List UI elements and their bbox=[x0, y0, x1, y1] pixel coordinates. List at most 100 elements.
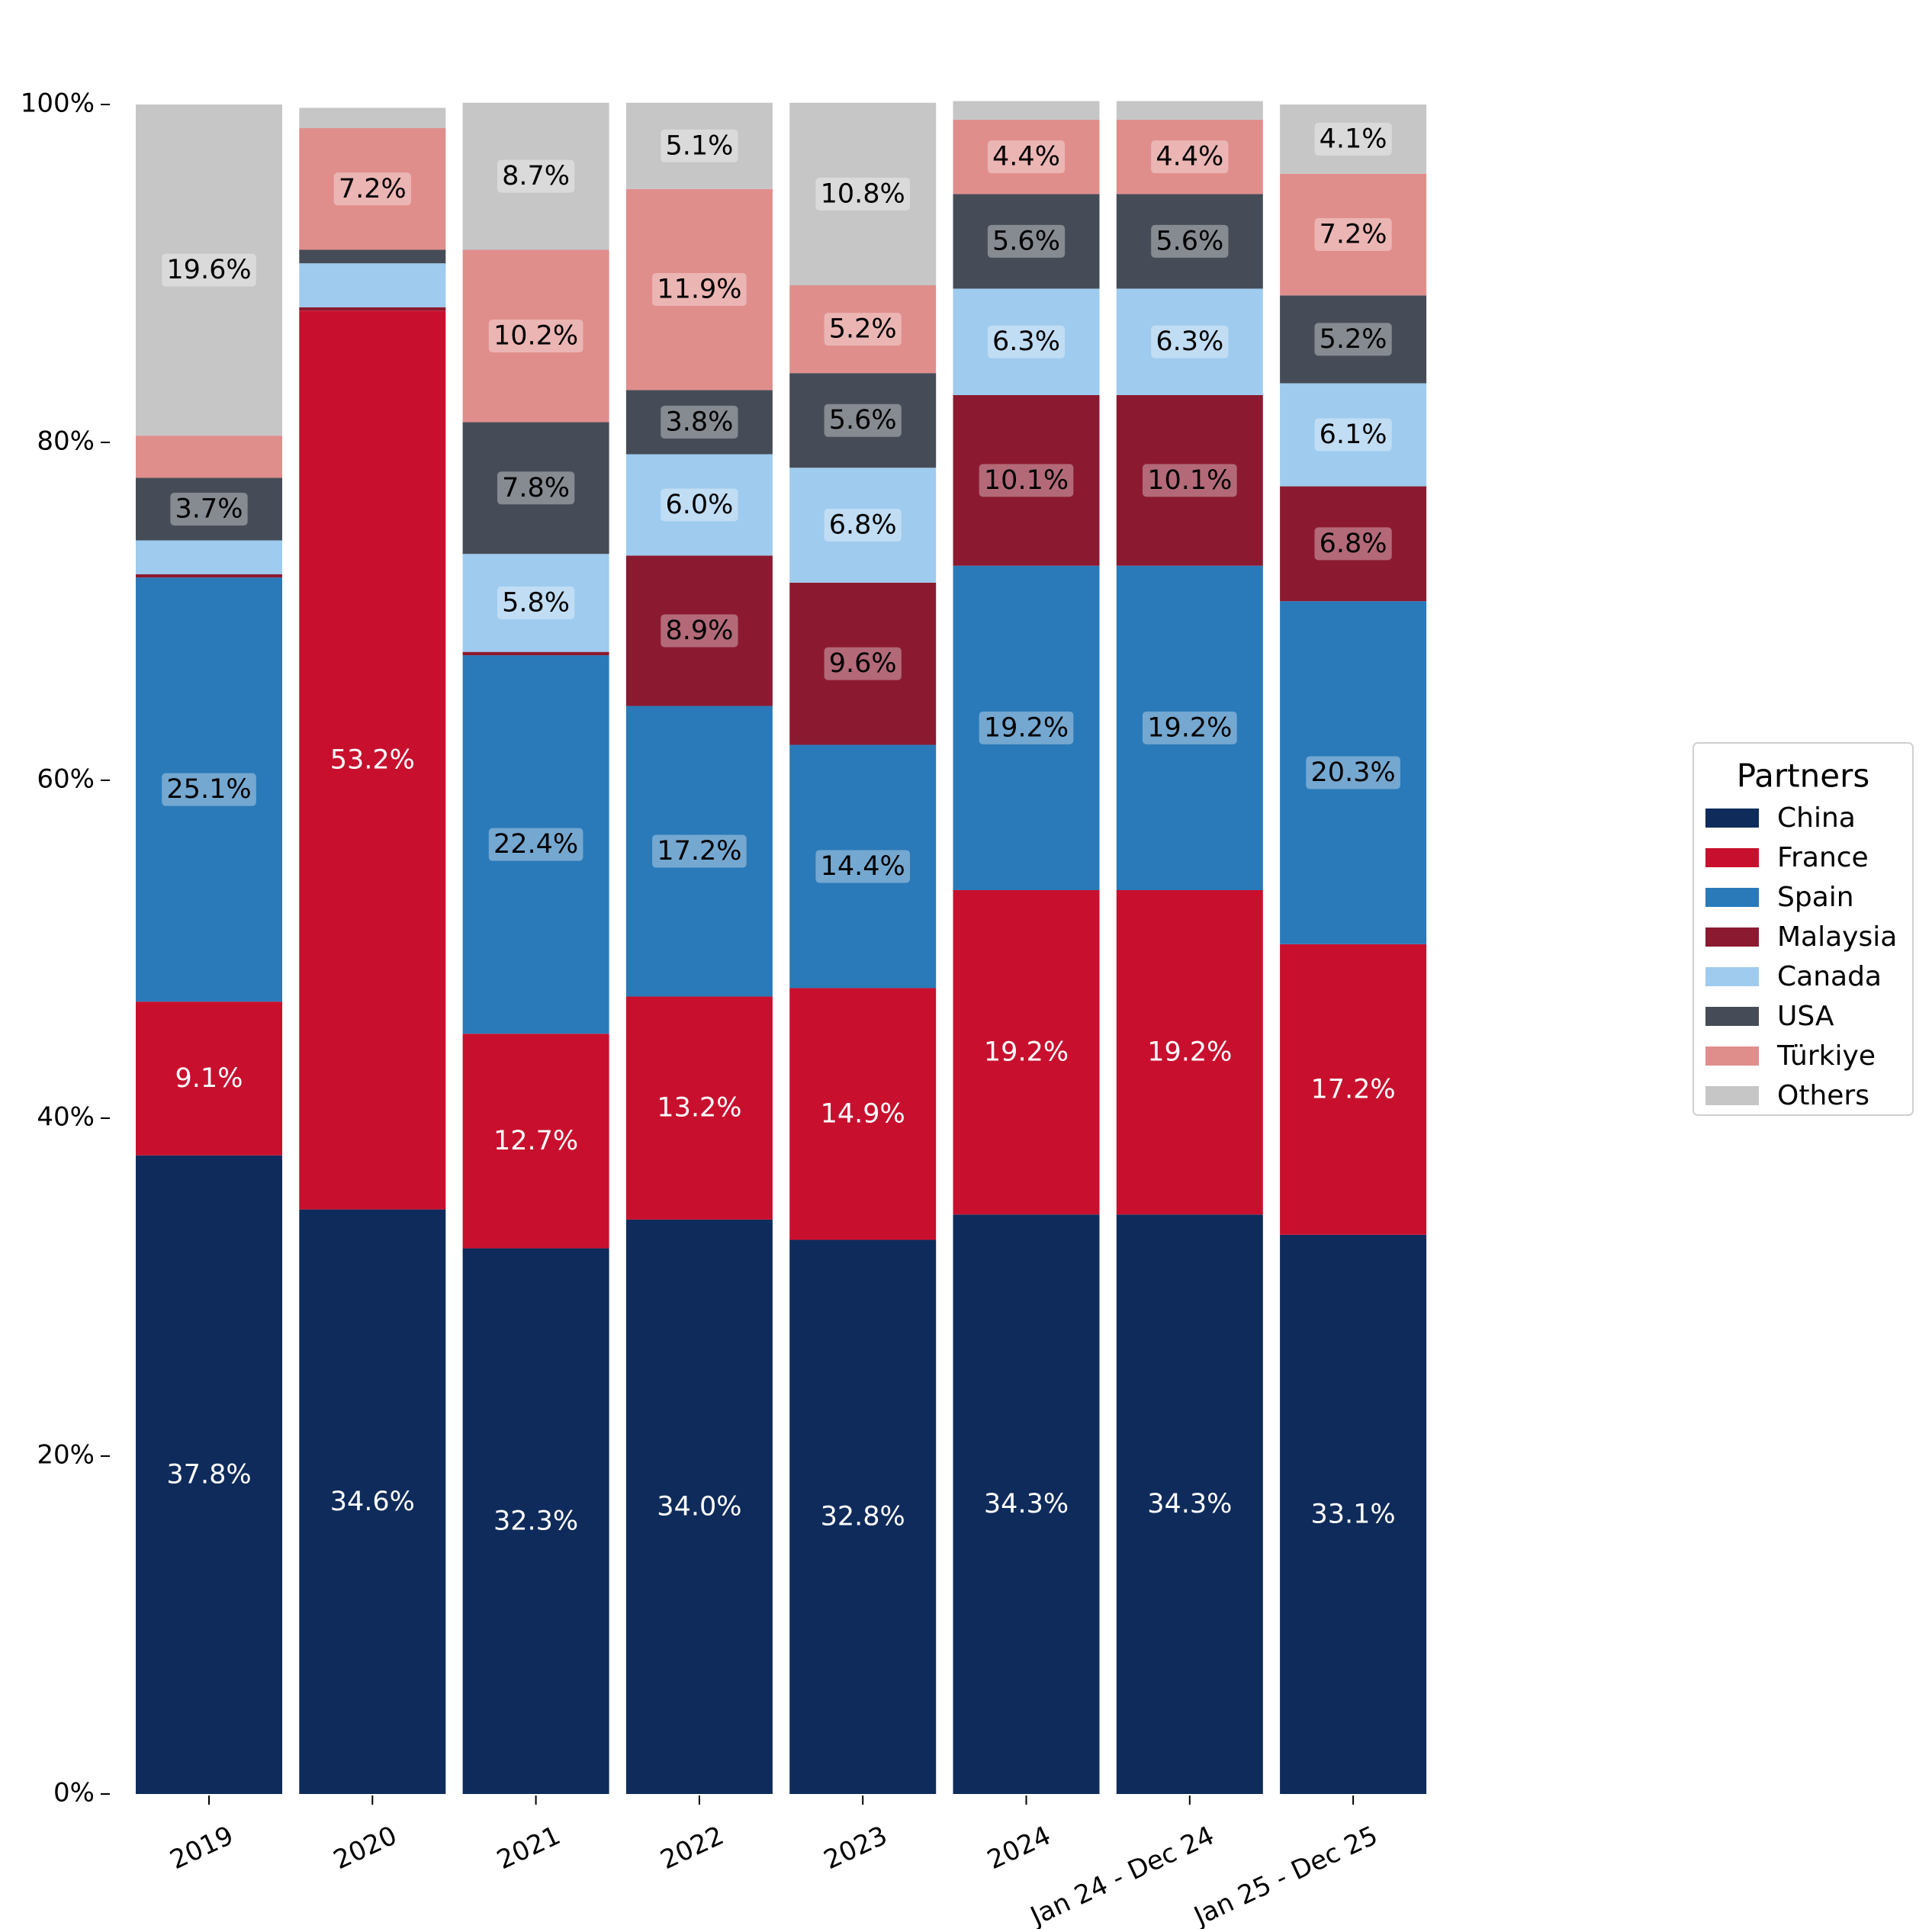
data-label-canada-2024: 6.3% bbox=[992, 326, 1060, 357]
data-label-canada-jan-25-dec-25: 6.1% bbox=[1320, 420, 1387, 450]
data-label-canada-jan-24-dec-24: 6.3% bbox=[1156, 326, 1223, 357]
legend: Partners China France Spain Malaysia Canada U… bbox=[1693, 742, 1914, 1116]
y-tick-label-0: 0% bbox=[53, 1778, 95, 1808]
bar-canada-2023 bbox=[789, 468, 937, 583]
bar-china-2019 bbox=[136, 1155, 282, 1794]
data-label-spain-2023: 14.4% bbox=[821, 851, 905, 882]
legend-label-spain: Spain bbox=[1777, 882, 1854, 913]
bar-malaysia-2021 bbox=[462, 651, 609, 656]
label-bg-usa-jan-25-dec-25 bbox=[1314, 323, 1392, 356]
data-label-usa-2019: 3.7% bbox=[175, 494, 243, 524]
data-label-usa-2021: 7.8% bbox=[502, 473, 570, 503]
label-bg-malaysia-jan-24-dec-24 bbox=[1142, 464, 1237, 497]
bar-t-rkiye-2019 bbox=[136, 436, 282, 478]
bar-others-2022 bbox=[625, 102, 773, 189]
label-bg-t-rkiye-2020 bbox=[333, 172, 411, 206]
label-bg-canada-2021 bbox=[497, 586, 575, 619]
data-label-france-jan-25-dec-25: 17.2% bbox=[1311, 1074, 1396, 1104]
bar-t-rkiye-2022 bbox=[625, 188, 773, 391]
legend-label-canada: Canada bbox=[1777, 961, 1882, 992]
legend-title: Partners bbox=[1737, 757, 1870, 795]
legend-label-t-rkiye: Türkiye bbox=[1776, 1040, 1876, 1072]
data-label-china-2024: 34.3% bbox=[984, 1489, 1069, 1519]
bar-usa-2021 bbox=[462, 422, 609, 555]
label-bg-usa-2023 bbox=[824, 403, 902, 437]
label-bg-others-2021 bbox=[497, 159, 575, 193]
x-tick-label-2020: 2020 bbox=[329, 1820, 401, 1876]
label-bg-spain-2024 bbox=[979, 711, 1074, 744]
data-label-france-jan-24-dec-24: 19.2% bbox=[1147, 1037, 1232, 1068]
bar-t-rkiye-2023 bbox=[789, 285, 937, 374]
data-label-china-2019: 37.8% bbox=[166, 1459, 251, 1490]
bar-canada-2021 bbox=[462, 554, 609, 652]
data-label-malaysia-jan-25-dec-25: 6.8% bbox=[1320, 529, 1387, 559]
bar-france-jan-24-dec-24 bbox=[1116, 889, 1263, 1215]
bar-t-rkiye-jan-25-dec-25 bbox=[1280, 173, 1427, 296]
data-label-malaysia-2024: 10.1% bbox=[984, 465, 1069, 496]
bar-t-rkiye-2021 bbox=[462, 249, 609, 423]
x-tick-label-jan-25-dec-25: Jan 25 - Dec 25 bbox=[1188, 1820, 1383, 1929]
label-bg-others-jan-25-dec-25 bbox=[1314, 122, 1392, 156]
bar-usa-jan-25-dec-25 bbox=[1280, 295, 1427, 384]
bar-france-jan-25-dec-25 bbox=[1280, 944, 1427, 1235]
data-label-spain-2019: 25.1% bbox=[166, 774, 251, 805]
x-tick-label-2021: 2021 bbox=[493, 1820, 565, 1876]
label-bg-t-rkiye-jan-25-dec-25 bbox=[1314, 218, 1392, 252]
data-label-others-2021: 8.7% bbox=[502, 161, 570, 191]
bar-usa-2024 bbox=[953, 194, 1100, 289]
y-tick-label-60: 60% bbox=[37, 764, 95, 795]
bar-malaysia-jan-25-dec-25 bbox=[1280, 486, 1427, 602]
bar-china-2024 bbox=[953, 1214, 1100, 1794]
bar-usa-2020 bbox=[299, 249, 446, 264]
bar-others-2024 bbox=[953, 101, 1100, 120]
legend-label-china: China bbox=[1777, 802, 1856, 834]
legend-swatch-others bbox=[1705, 1086, 1759, 1105]
bar-china-jan-24-dec-24 bbox=[1116, 1214, 1263, 1794]
bar-france-2024 bbox=[953, 889, 1100, 1215]
bar-malaysia-jan-24-dec-24 bbox=[1116, 394, 1263, 566]
label-bg-canada-2022 bbox=[661, 488, 738, 522]
bar-china-2022 bbox=[625, 1219, 773, 1794]
bar-china-2023 bbox=[789, 1239, 937, 1794]
y-tick-label-100: 100% bbox=[21, 88, 95, 119]
bar-malaysia-2024 bbox=[953, 394, 1100, 566]
label-bg-t-rkiye-2022 bbox=[652, 273, 747, 307]
bars-group bbox=[136, 101, 1427, 1794]
legend-label-usa: USA bbox=[1777, 1001, 1834, 1032]
label-bg-spain-2022 bbox=[652, 834, 747, 868]
data-label-t-rkiye-2024: 4.4% bbox=[992, 142, 1060, 172]
data-label-t-rkiye-2020: 7.2% bbox=[339, 174, 407, 204]
bar-canada-2019 bbox=[136, 540, 282, 574]
x-tick-label-2019: 2019 bbox=[166, 1820, 238, 1876]
bar-france-2019 bbox=[136, 1001, 282, 1156]
bar-malaysia-2023 bbox=[789, 582, 937, 745]
label-bg-usa-2019 bbox=[170, 492, 248, 526]
bar-usa-2022 bbox=[625, 390, 773, 455]
y-axis: 0% 20% 40% 60% 80% 100% bbox=[21, 88, 110, 1808]
data-label-canada-2022: 6.0% bbox=[665, 490, 733, 520]
bar-spain-2023 bbox=[789, 744, 937, 989]
bar-spain-jan-25-dec-25 bbox=[1280, 601, 1427, 944]
data-label-france-2019: 9.1% bbox=[175, 1063, 243, 1094]
bar-t-rkiye-2020 bbox=[299, 128, 446, 250]
legend-swatch-t-rkiye bbox=[1705, 1046, 1759, 1066]
label-bg-usa-2021 bbox=[497, 471, 575, 505]
bar-spain-jan-24-dec-24 bbox=[1116, 565, 1263, 890]
y-tick-label-40: 40% bbox=[37, 1102, 95, 1133]
label-bg-malaysia-2023 bbox=[824, 647, 902, 680]
bar-france-2020 bbox=[299, 310, 446, 1210]
legend-swatch-usa bbox=[1705, 1007, 1759, 1026]
label-bg-spain-2019 bbox=[162, 773, 256, 806]
bar-others-2020 bbox=[299, 108, 446, 129]
bar-others-2023 bbox=[789, 102, 937, 286]
data-label-usa-jan-24-dec-24: 5.6% bbox=[1156, 226, 1223, 256]
label-bg-spain-2021 bbox=[488, 828, 583, 861]
bar-others-jan-25-dec-25 bbox=[1280, 104, 1427, 174]
data-label-malaysia-2022: 8.9% bbox=[665, 616, 733, 646]
data-label-spain-jan-24-dec-24: 19.2% bbox=[1147, 712, 1232, 743]
bar-others-2019 bbox=[136, 104, 282, 436]
bar-usa-jan-24-dec-24 bbox=[1116, 194, 1263, 289]
label-bg-canada-2024 bbox=[987, 325, 1066, 358]
data-label-usa-2024: 5.6% bbox=[992, 226, 1060, 256]
